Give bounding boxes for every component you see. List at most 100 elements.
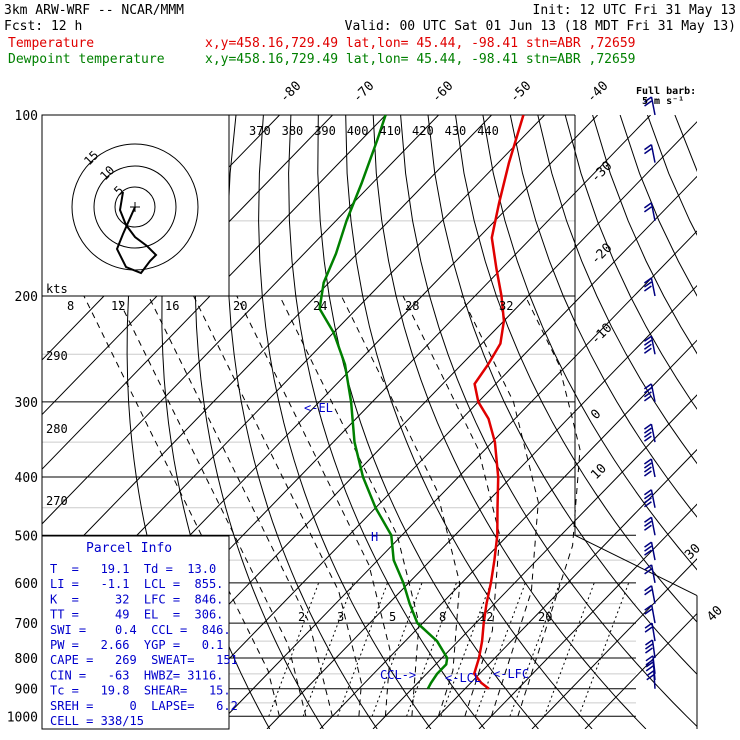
pressure-label-200: 200 bbox=[15, 290, 38, 305]
parcel-info-row: CIN = -63 HWBZ= 3116. bbox=[50, 668, 223, 682]
wind-barb-flag bbox=[644, 608, 653, 615]
wind-barb-shaft bbox=[650, 277, 656, 297]
dry-adiabat-370 bbox=[482, 115, 697, 571]
isotherm-label-0: 0 bbox=[588, 407, 604, 423]
header: 3km ARW-WRF -- NCAR/MMM Init: 12 UTC Fri… bbox=[4, 3, 736, 67]
parcel-info-row: PW = 2.66 YGP = 0.1 bbox=[50, 638, 223, 652]
wind-barb-shaft bbox=[650, 96, 656, 116]
wind-barb-flag bbox=[644, 622, 653, 629]
dry-adiabat-440 bbox=[674, 115, 697, 173]
mixing-ratio-5 bbox=[337, 582, 389, 717]
theta-label-400: 400 bbox=[347, 124, 369, 138]
parcel-info-title: Parcel Info bbox=[86, 541, 172, 556]
wind-barb-flag bbox=[645, 659, 654, 666]
wind-barb-flag bbox=[644, 520, 652, 527]
h-marker: H bbox=[371, 530, 378, 544]
wind-barb-flag bbox=[644, 626, 653, 633]
forecast-hour: Fcst: 12 h bbox=[4, 19, 82, 34]
isotherm-label--20: -20 bbox=[588, 241, 615, 268]
parcel-info-row: CAPE = 269 SWEAT= 151 bbox=[50, 653, 238, 667]
parcel-info-row: TT = 49 EL = 306. bbox=[50, 608, 223, 622]
skewt-labels: -80 -70 -60 -50 -40 -30 -20 -10 0 10 30 40 370 380 390… bbox=[46, 79, 726, 625]
legend-temperature-info: x,y=458.16,729.49 lat,lon= 45.44, -98.41… bbox=[205, 36, 635, 51]
wind-barb-flag bbox=[645, 655, 654, 662]
parcel-info-row: Tc = 19.8 SHEAR= 15. bbox=[50, 684, 231, 698]
wind-barb-flag bbox=[645, 661, 654, 668]
dry-adiabat-430 bbox=[647, 115, 697, 236]
wind-barb-flag bbox=[643, 501, 652, 508]
theta-label-420: 420 bbox=[412, 124, 434, 138]
theta-label-270: 270 bbox=[46, 494, 68, 508]
pressure-label-1000: 1000 bbox=[7, 710, 38, 725]
mixing-ratio-12 bbox=[406, 582, 457, 717]
wind-barb-flag bbox=[644, 143, 652, 151]
hodograph-ring-10 bbox=[93, 165, 177, 249]
wind-barb-850 bbox=[645, 655, 656, 674]
wind-barb-shaft bbox=[650, 604, 656, 624]
legend-dewpoint-name: Dewpoint temperature bbox=[8, 52, 165, 67]
wind-barb-flag bbox=[645, 665, 654, 672]
dry-adiabat-420 bbox=[619, 115, 697, 297]
isotherm-20 bbox=[425, 448, 697, 729]
mixing-ratio-label-16: 16 bbox=[165, 299, 179, 313]
wind-barb-flag bbox=[646, 674, 655, 681]
wind-barb-shaft bbox=[650, 564, 656, 584]
wind-barb-500 bbox=[644, 516, 656, 536]
wind-barb-flag bbox=[643, 387, 652, 394]
hodograph-inset: 5 10 15 kts bbox=[41, 114, 230, 297]
init-time: Init: 12 UTC Fri 31 May 13 bbox=[533, 3, 737, 18]
wind-barb-flag bbox=[643, 435, 652, 442]
parcel-info-row: CELL = 338/15 bbox=[50, 714, 144, 728]
wind-barb-flag bbox=[643, 395, 652, 402]
isotherm-label--40: -40 bbox=[584, 79, 611, 106]
theta-label-280: 280 bbox=[46, 422, 68, 436]
parcel-info-row: SREH = 0 LAPSE= 6.2 bbox=[50, 699, 238, 713]
parcel-info-row: SWI = 0.4 CCL = 846. bbox=[50, 623, 231, 637]
wind-barb-flag bbox=[643, 423, 652, 430]
wind-barb-550 bbox=[644, 541, 656, 561]
wind-barb-350 bbox=[643, 423, 656, 443]
wind-barb-units: 5 m s⁻¹ bbox=[642, 96, 684, 107]
isotherm-label-10: 10 bbox=[588, 461, 610, 483]
wind-barb-flag bbox=[643, 206, 652, 213]
dry-adiabat-280 bbox=[227, 115, 378, 729]
mixing-ratio-bottom-label-20: 20 bbox=[538, 610, 552, 624]
wind-barb-shaft bbox=[650, 585, 656, 604]
wind-barb-flag bbox=[644, 545, 652, 552]
pressure-label-700: 700 bbox=[15, 617, 38, 632]
wind-barb-800 bbox=[645, 639, 656, 659]
wind-barb-flag bbox=[644, 589, 653, 596]
theta-label-410: 410 bbox=[379, 124, 401, 138]
mixing-ratio-bottom-label-5: 5 bbox=[389, 610, 396, 624]
wind-barb-flag bbox=[643, 335, 652, 342]
mixing-ratio-label-32: 32 bbox=[499, 299, 513, 313]
legend-temperature-name: Temperature bbox=[8, 36, 94, 51]
dry-adiabat-290 bbox=[258, 115, 432, 729]
wind-barb-flag bbox=[643, 489, 652, 496]
moist-adiabat-35 bbox=[517, 295, 581, 717]
legend-dewpoint-info: x,y=458.16,729.49 lat,lon= 45.44, -98.41… bbox=[205, 52, 635, 67]
hodograph-ring-5 bbox=[114, 186, 156, 228]
wind-barb-flag bbox=[643, 466, 652, 473]
lcl-marker: <-LCL bbox=[445, 671, 481, 685]
series-temperature bbox=[472, 115, 525, 690]
wind-barb-flag bbox=[643, 458, 652, 465]
profile-series bbox=[318, 115, 525, 690]
dry-adiabat-450 bbox=[702, 115, 740, 729]
wind-barbs bbox=[643, 96, 656, 689]
isotherm-0 bbox=[319, 339, 697, 729]
parcel-info-row: LI = -1.1 LCL = 855. bbox=[50, 577, 223, 591]
hodograph-trace bbox=[115, 191, 158, 275]
pressure-label-400: 400 bbox=[15, 471, 38, 486]
wind-barb-flag bbox=[643, 462, 652, 469]
wind-barb-flag bbox=[644, 541, 652, 548]
mixing-ratio-bottom-label-12: 12 bbox=[479, 610, 493, 624]
wind-barb-shaft bbox=[650, 202, 656, 222]
isotherm-label-40: 40 bbox=[704, 603, 726, 625]
theta-label-290: 290 bbox=[46, 349, 68, 363]
wind-barb-flag bbox=[644, 147, 652, 155]
mixing-ratio-16 bbox=[440, 582, 492, 717]
isotherm--100 bbox=[42, 115, 386, 470]
mixing-ratio-24 bbox=[509, 582, 561, 717]
